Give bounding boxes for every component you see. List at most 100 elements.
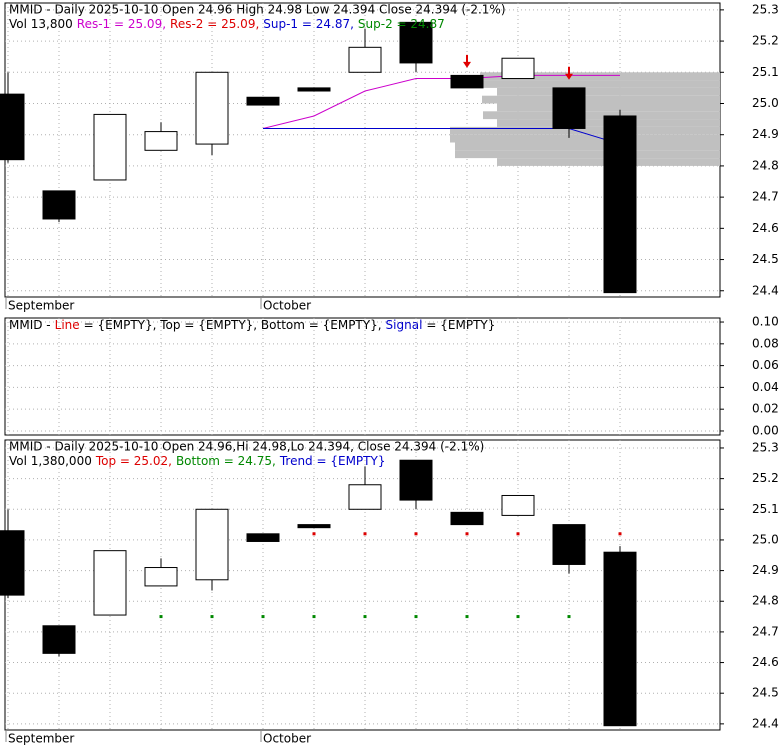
plot-frame — [4, 317, 721, 436]
y-tick-label: 25.3 — [752, 440, 779, 454]
legend-item: Signal — [386, 318, 423, 332]
candle-body — [297, 87, 331, 92]
candle-body — [348, 46, 382, 73]
y-tick-label: 24.6 — [752, 655, 779, 669]
legend-item: = {EMPTY}, Top = {EMPTY}, Bottom = {EMPT… — [84, 318, 382, 332]
candle-body — [93, 113, 127, 181]
candle-body — [246, 533, 280, 542]
candle-body — [195, 508, 229, 581]
legend: Vol 13,800 Res-1 = 25.09, Res-2 = 25.09, Su… — [9, 17, 445, 31]
candle-body — [0, 530, 25, 596]
volume-profile-bar — [455, 150, 720, 159]
y-tick-label: 25.2 — [752, 471, 779, 485]
y-tick-label: 0.08 — [752, 336, 779, 350]
y-tick-label: 24.9 — [752, 563, 779, 577]
y-tick-label: 25.1 — [752, 502, 779, 516]
candle-body — [195, 71, 229, 145]
indicator-dot — [159, 615, 163, 619]
y-tick-label: 24.5 — [752, 686, 779, 700]
y-tick-label: 24.5 — [752, 252, 779, 266]
legend-item: Vol 1,380,000 — [9, 454, 92, 468]
x-tick-label: October — [263, 299, 311, 313]
volume-profile-bar — [482, 95, 720, 104]
x-tick-label: September — [8, 299, 74, 313]
indicator-dot — [465, 532, 469, 536]
indicator-dot — [210, 615, 214, 619]
volume-profile-bar — [497, 103, 720, 112]
candle-body — [603, 115, 637, 294]
candle-body — [552, 524, 586, 565]
legend-item: Sup-1 = 24.87, — [263, 17, 354, 31]
indicator-dot — [516, 532, 520, 536]
candle-body — [399, 21, 433, 64]
y-tick-label: 0.10 — [752, 315, 779, 329]
legend-item: MMID - — [9, 318, 51, 332]
y-tick-label: 25.0 — [752, 96, 779, 110]
y-tick-label: 24.8 — [752, 158, 779, 172]
legend-item: Vol 13,800 — [9, 17, 73, 31]
chart-title: MMID - Daily 2025-10-10 Open 24.96,Hi 24… — [9, 440, 484, 454]
indicator-dot — [363, 615, 367, 619]
y-tick-label: 24.8 — [752, 594, 779, 608]
candle-body — [348, 484, 382, 510]
candle-body — [399, 459, 433, 501]
candle-body — [501, 57, 535, 80]
y-tick-label: 24.4 — [752, 716, 779, 730]
volume-profile-bar — [480, 72, 720, 81]
legend: Vol 1,380,000 Top = 25.02, Bottom = 24.75,… — [9, 454, 385, 468]
indicator-dot — [465, 615, 469, 619]
indicator-dot — [312, 615, 316, 619]
legend-item: Trend = {EMPTY} — [279, 454, 386, 468]
y-tick-label: 24.7 — [752, 624, 779, 638]
indicator-dot — [618, 532, 622, 536]
indicator-dot — [312, 532, 316, 536]
y-tick-label: 25.0 — [752, 532, 779, 546]
y-tick-label: 24.6 — [752, 221, 779, 235]
y-tick-label: 0.02 — [752, 402, 779, 416]
legend-item: Res-1 = 25.09, — [77, 17, 166, 31]
volume-profile-bar — [455, 142, 720, 151]
candle-body — [450, 74, 484, 89]
candle-body — [552, 87, 586, 129]
signal-arrow — [565, 66, 573, 80]
candle-body — [42, 625, 76, 654]
x-tick-label: October — [263, 732, 311, 745]
indicator-line — [262, 74, 620, 129]
y-tick-label: 25.2 — [752, 34, 779, 48]
candle-body — [144, 131, 178, 151]
volume-profile-bar — [483, 111, 720, 120]
signal-arrow — [463, 54, 471, 68]
x-tick-label: September — [8, 732, 74, 745]
candle-body — [297, 524, 331, 529]
legend-item: = {EMPTY} — [426, 318, 495, 332]
candle-body — [603, 551, 637, 727]
candle-body — [450, 511, 484, 526]
indicator-dot — [516, 615, 520, 619]
y-tick-label: 0.04 — [752, 380, 779, 394]
y-tick-label: 25.1 — [752, 65, 779, 79]
indicator-dot — [261, 615, 265, 619]
y-tick-label: 0.00 — [752, 423, 779, 437]
candle-body — [144, 567, 178, 587]
legend-item: Bottom = 24.75, — [176, 454, 276, 468]
candle-body — [246, 96, 280, 106]
candle-body — [501, 494, 535, 516]
candle-body — [0, 93, 25, 161]
y-tick-label: 0.06 — [752, 358, 779, 372]
indicator-dot — [567, 615, 571, 619]
y-tick-label: 25.3 — [752, 2, 779, 16]
legend-item: Res-2 = 25.09, — [170, 17, 259, 31]
candle-body — [42, 190, 76, 220]
volume-profile-bar — [497, 87, 720, 96]
legend-item: Sup-2 = 24.87 — [358, 17, 445, 31]
indicator-dot — [414, 615, 418, 619]
legend-item: Line — [55, 318, 80, 332]
volume-profile-bar — [450, 126, 720, 135]
volume-profile-bar — [450, 134, 720, 143]
candle-body — [93, 550, 127, 616]
indicator-dot — [414, 532, 418, 536]
y-tick-label: 24.9 — [752, 127, 779, 141]
indicator-dot — [363, 532, 367, 536]
legend-item: Top = 25.02, — [95, 454, 172, 468]
